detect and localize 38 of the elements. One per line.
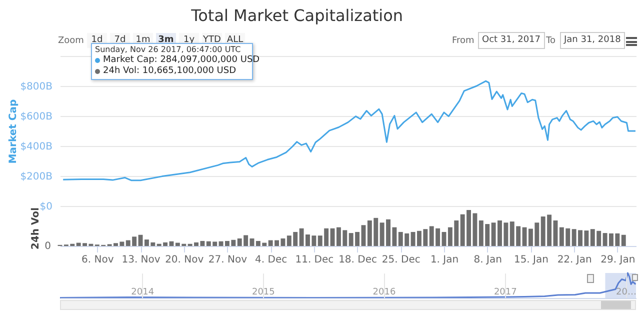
date-field: Oct 31, 2017 [478,32,544,49]
y-tick-label: $600B [20,112,53,122]
x-tick-label: 1. Jan [430,254,459,266]
y-tick-label: $200B [20,172,53,182]
x-tick-label: 8. Jan [474,254,502,266]
x-tick-label: 11. Dec [295,254,334,266]
date-field: Jan 31, 2018 [560,32,625,49]
x-tick-label: 22. Jan [557,254,592,266]
bar [442,232,446,246]
x-tick-label: 6. Nov [82,254,114,266]
x-tick-label: 18. Dec [338,254,378,266]
x-tick-label: 2017 [494,288,517,298]
annotation: 24h Vol: 10,665,100,000 USD [103,66,236,76]
line-series [62,80,636,182]
text: To [546,36,556,46]
bar [621,234,626,246]
y-tick-label: $800B [20,82,53,92]
bar [361,225,366,246]
x-tick-label: 2014 [131,288,154,298]
chart-title: Total Market Capitalization [190,6,404,25]
x-tick-label: 25. Dec [382,254,420,266]
x-tick-label: 2015 [252,288,275,298]
x-tick-label: 13. Nov [122,254,160,266]
x-tick-label: 29. Jan [600,254,636,266]
text: Sunday, Nov 26 2017, 06:47:00 UTC [95,45,241,54]
y-tick-label: $400B [20,142,53,152]
x-tick-label: 20. Nov [165,254,204,266]
x-tick-label: 2016 [372,288,396,298]
x-tick-label: 27. Nov [208,254,248,266]
text: 0 [44,241,51,252]
text: From [452,36,474,46]
y-axis-title: 24h Vol [30,207,42,250]
y-tick-label: $0 [40,202,52,212]
x-tick-label: 4. Dec [255,254,288,266]
x-tick-label: 15. Jan [514,254,548,266]
text: Zoom [58,36,84,46]
x-tick-label: 20… [616,288,636,298]
y-axis-title: Market Cap [8,99,20,164]
